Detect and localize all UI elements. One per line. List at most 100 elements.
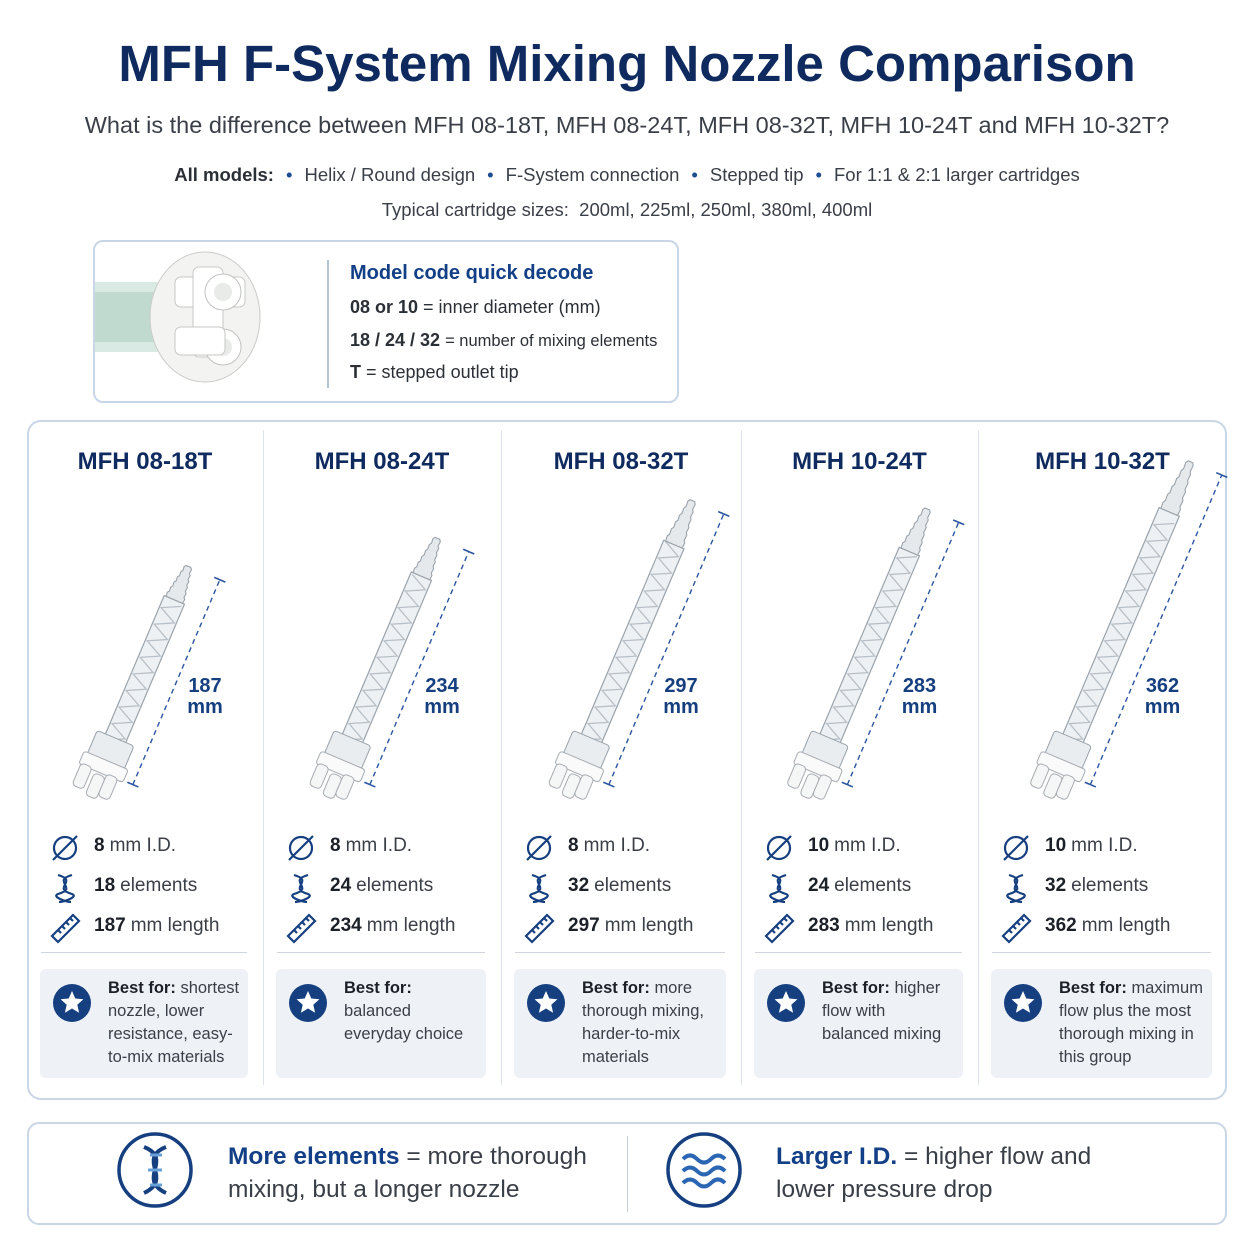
dimension-unit: mm (901, 696, 938, 718)
spec-icon (1003, 835, 1029, 861)
dimension-label: 234 mm (412, 676, 472, 718)
best-for-text: Best for: maximum flow plus the most tho… (1059, 977, 1204, 1069)
footer-bold: Larger I.D. (776, 1143, 898, 1170)
spec-unit: elements (1071, 875, 1149, 896)
nozzle-body (576, 539, 685, 753)
nozzle (548, 499, 730, 800)
star-icon (767, 984, 805, 1022)
best-for-box: Best for: more thorough mixing, harder-t… (514, 969, 726, 1078)
dimension-value: 362 (1145, 675, 1180, 697)
icon-part (526, 835, 552, 861)
spec-unit: elements (834, 875, 912, 896)
spec-unit: mm I.D. (109, 835, 177, 856)
star-icon (1004, 984, 1042, 1022)
footer-box (27, 1122, 1227, 1225)
best-for-box: Best for: shortest nozzle, lower resista… (40, 969, 248, 1078)
spec-icon (524, 913, 555, 944)
nozzle-tip (412, 536, 441, 581)
spec-value: 234 (330, 915, 362, 936)
decode-code: 18 / 24 / 32 (350, 329, 441, 350)
decode-meaning: = number of mixing elements (445, 331, 658, 350)
spec-unit: elements (356, 875, 434, 896)
spec-icon (526, 835, 552, 861)
dimension-end (127, 781, 139, 788)
best-for-label: Best for: (582, 979, 650, 997)
icon-part (55, 873, 75, 904)
title: MFH F-System Mixing Nozzle Comparison (118, 35, 1136, 92)
icon-part (52, 835, 78, 861)
decode-row: T = stepped outlet tip (350, 362, 519, 383)
dimension-line (369, 551, 470, 785)
nozzle (309, 536, 475, 800)
best-for-label: Best for: (822, 979, 890, 997)
best-for-box: Best for: maximum flow plus the most tho… (991, 969, 1212, 1078)
best-for-text: Best for: balanced everyday choice (344, 977, 478, 1046)
nozzle-lug (574, 774, 594, 800)
spec-elements: 24 elements (808, 875, 911, 897)
nozzle-helix (104, 605, 182, 741)
star (1011, 991, 1035, 1013)
icon-part (291, 873, 311, 904)
icon-part (769, 873, 789, 904)
feature: Helix / Round design (274, 164, 475, 185)
spec-value: 283 (808, 915, 840, 936)
footer-rest: = more thorough mixing, but a longer noz… (228, 1143, 587, 1203)
spec-inner_diameter: 8 mm I.D. (330, 835, 412, 857)
best-for-box: Best for: balanced everyday choice (276, 969, 486, 1078)
dimension-line (132, 579, 221, 785)
nozzle-image (309, 536, 475, 800)
nozzle-helix (341, 574, 427, 741)
best-for-value: balanced everyday choice (344, 1002, 464, 1043)
spec-value: 24 (330, 875, 352, 896)
icon-part (288, 835, 314, 861)
decode-row: 18 / 24 / 32 = number of mixing elements (350, 330, 657, 351)
icon-part (1006, 873, 1026, 904)
dimension-line (608, 513, 725, 785)
spec-value: 8 (94, 835, 105, 856)
dimension-unit: mm (187, 696, 223, 718)
icon-part (1001, 913, 1032, 944)
nozzle-lug (98, 774, 118, 800)
dimension-end (213, 576, 226, 583)
icon-part (764, 913, 795, 944)
nozzle-tip (664, 499, 696, 549)
spec-icon (50, 913, 81, 944)
spec-inner_diameter: 8 mm I.D. (568, 835, 650, 857)
column-divider (263, 430, 264, 1085)
footer-rest: = higher flow and lower pressure drop (776, 1143, 1092, 1203)
feature: For 1:1 & 2:1 larger cartridges (804, 164, 1080, 185)
spec-icon (1006, 873, 1026, 904)
nozzle-lug (1030, 763, 1050, 789)
spec-unit: mm length (604, 915, 694, 936)
comparison-panel (27, 420, 1227, 1100)
spec-value: 297 (568, 915, 600, 936)
spec-length: 283 mm length (808, 915, 933, 937)
spec-length: 187 mm length (94, 915, 219, 937)
spec-elements: 18 elements (94, 875, 197, 897)
separator (41, 952, 247, 953)
nozzle-lug (335, 774, 355, 800)
nozzle-image (787, 507, 965, 800)
dimension-end (603, 781, 615, 788)
nozzle (787, 507, 965, 800)
spec-value: 32 (1045, 875, 1067, 896)
dimension-line (846, 522, 960, 785)
star-icon (289, 984, 327, 1022)
cartridge-sizes: Typical cartridge sizes: 200ml, 225ml, 2… (0, 199, 1254, 221)
decode-title: Model code quick decode (350, 262, 594, 284)
nozzle-helix (580, 540, 680, 741)
feature: Stepped tip (679, 164, 803, 185)
dimension-end (1084, 781, 1097, 788)
best-for-text: Best for: more thorough mixing, harder-t… (582, 977, 718, 1069)
nozzle-tip (165, 564, 193, 605)
best-for-value: higher flow with balanced mixing (822, 979, 942, 1043)
spec-unit: mm length (366, 915, 456, 936)
spec-elements: 32 elements (568, 875, 671, 897)
nozzle-tip (900, 507, 931, 556)
footer-text: More elements = more thorough mixing, bu… (228, 1140, 588, 1206)
spec-icon (529, 873, 549, 904)
feature: F-System connection (475, 164, 679, 185)
nozzle-connector (793, 751, 843, 783)
icon-part (288, 835, 314, 861)
spec-elements: 24 elements (330, 875, 433, 897)
